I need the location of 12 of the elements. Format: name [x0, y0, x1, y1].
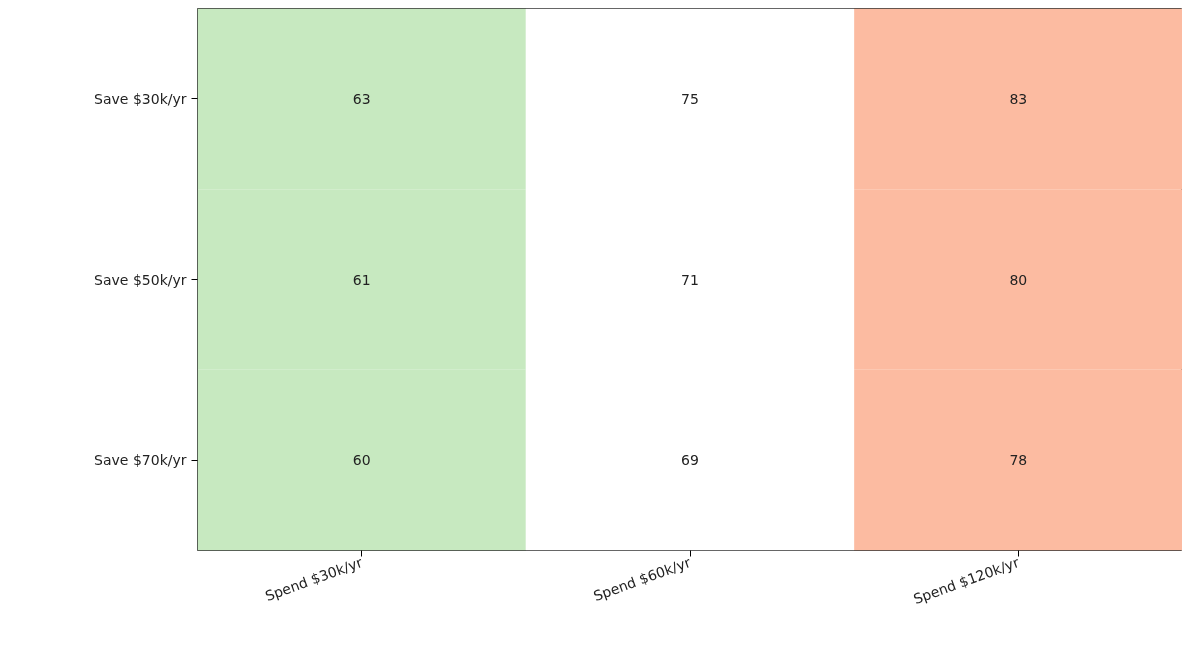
- data-label: 71: [681, 271, 699, 288]
- data-label: 61: [352, 271, 371, 288]
- y-tick-label: Save $70k/yr: [94, 452, 187, 469]
- data-label: 75: [681, 90, 699, 107]
- data-label: 78: [1009, 452, 1028, 469]
- data-label: 63: [352, 90, 371, 107]
- y-tick-label: Save $30k/yr: [94, 90, 187, 107]
- y-tick-label: Save $50k/yr: [94, 271, 187, 288]
- data-label: 60: [352, 452, 371, 469]
- data-label: 80: [1009, 271, 1028, 288]
- data-label: 69: [681, 452, 699, 469]
- data-label: 83: [1009, 90, 1028, 107]
